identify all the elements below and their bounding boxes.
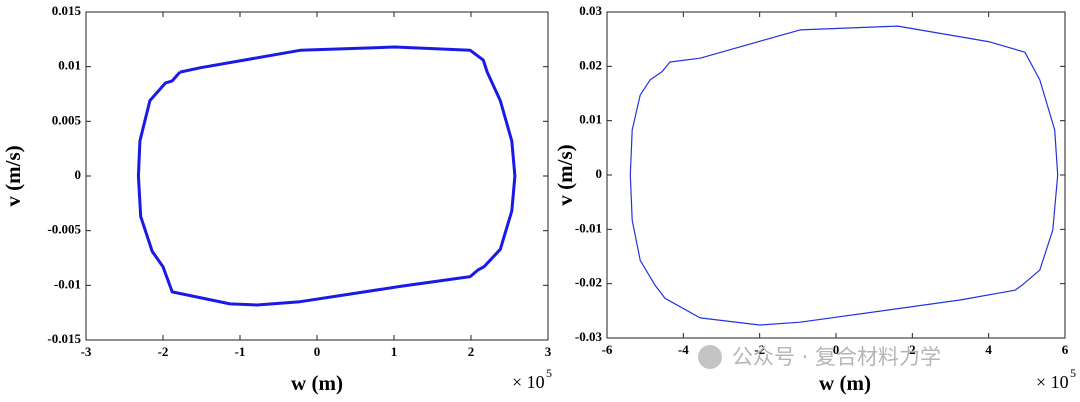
plot-area xyxy=(606,11,1066,339)
plot-area xyxy=(85,11,549,341)
x-tick-label: -2 xyxy=(754,342,765,357)
x-axis-label: w (m) xyxy=(291,371,343,395)
y-tick-label: 0.03 xyxy=(579,3,602,18)
y-tick-label: 0.02 xyxy=(579,57,602,72)
x-multiplier-exponent: 5 xyxy=(1070,366,1076,380)
phase-curve xyxy=(136,45,517,307)
y-axis-label: v (m/s) xyxy=(1,145,25,206)
x-multiplier: × 10 xyxy=(1036,372,1069,392)
x-tick-label: -4 xyxy=(678,342,689,357)
x-tick-label: 4 xyxy=(985,342,992,357)
x-tick-label: 2 xyxy=(468,344,475,359)
x-multiplier-exponent: 5 xyxy=(546,366,552,380)
x-tick-label: -6 xyxy=(602,342,613,357)
watermark: 公众号 · 复合材料力学 xyxy=(698,345,941,369)
x-tick-label: 0 xyxy=(833,342,840,357)
y-tick-label: 0 xyxy=(75,167,82,182)
x-tick-label: 1 xyxy=(391,344,398,359)
watermark-icon xyxy=(698,345,722,369)
x-tick-label: -3 xyxy=(81,344,92,359)
y-tick-label: -0.03 xyxy=(575,329,603,344)
x-tick-label: 3 xyxy=(545,344,552,359)
y-axis-label: v (m/s) xyxy=(553,144,577,205)
y-tick-label: -0.01 xyxy=(575,220,602,235)
x-tick-label: 2 xyxy=(909,342,916,357)
phase-curve xyxy=(629,25,1059,326)
watermark-text: 公众号 · 复合材料力学 xyxy=(732,345,941,369)
x-tick-label: 0 xyxy=(314,344,321,359)
y-tick-label: -0.01 xyxy=(54,276,81,291)
y-tick-label: -0.005 xyxy=(47,222,81,237)
x-multiplier: × 10 xyxy=(512,372,545,392)
y-tick-label: 0 xyxy=(596,166,603,181)
y-tick-label: 0.01 xyxy=(58,58,81,73)
y-tick-label: 0.015 xyxy=(52,3,82,18)
y-tick-label: -0.015 xyxy=(47,331,81,346)
x-tick-label: -1 xyxy=(235,344,246,359)
chart: -3 -2 -1 0 1 2 3 -0.015 -0.01 -0.005 0 0.005 0.01 0.0… xyxy=(1,3,552,395)
x-tick-label: -2 xyxy=(158,344,169,359)
x-tick-label: 6 xyxy=(1062,342,1069,357)
y-tick-label: 0.01 xyxy=(579,112,602,127)
chart: -6 -4 -2 0 2 4 6 -0.03 -0.02 -0.01 0 0.01 0.02 0.03 w … xyxy=(553,3,1076,395)
y-tick-label: -0.02 xyxy=(575,275,602,290)
x-axis-label: w (m) xyxy=(819,371,871,395)
y-tick-label: 0.005 xyxy=(52,112,82,127)
